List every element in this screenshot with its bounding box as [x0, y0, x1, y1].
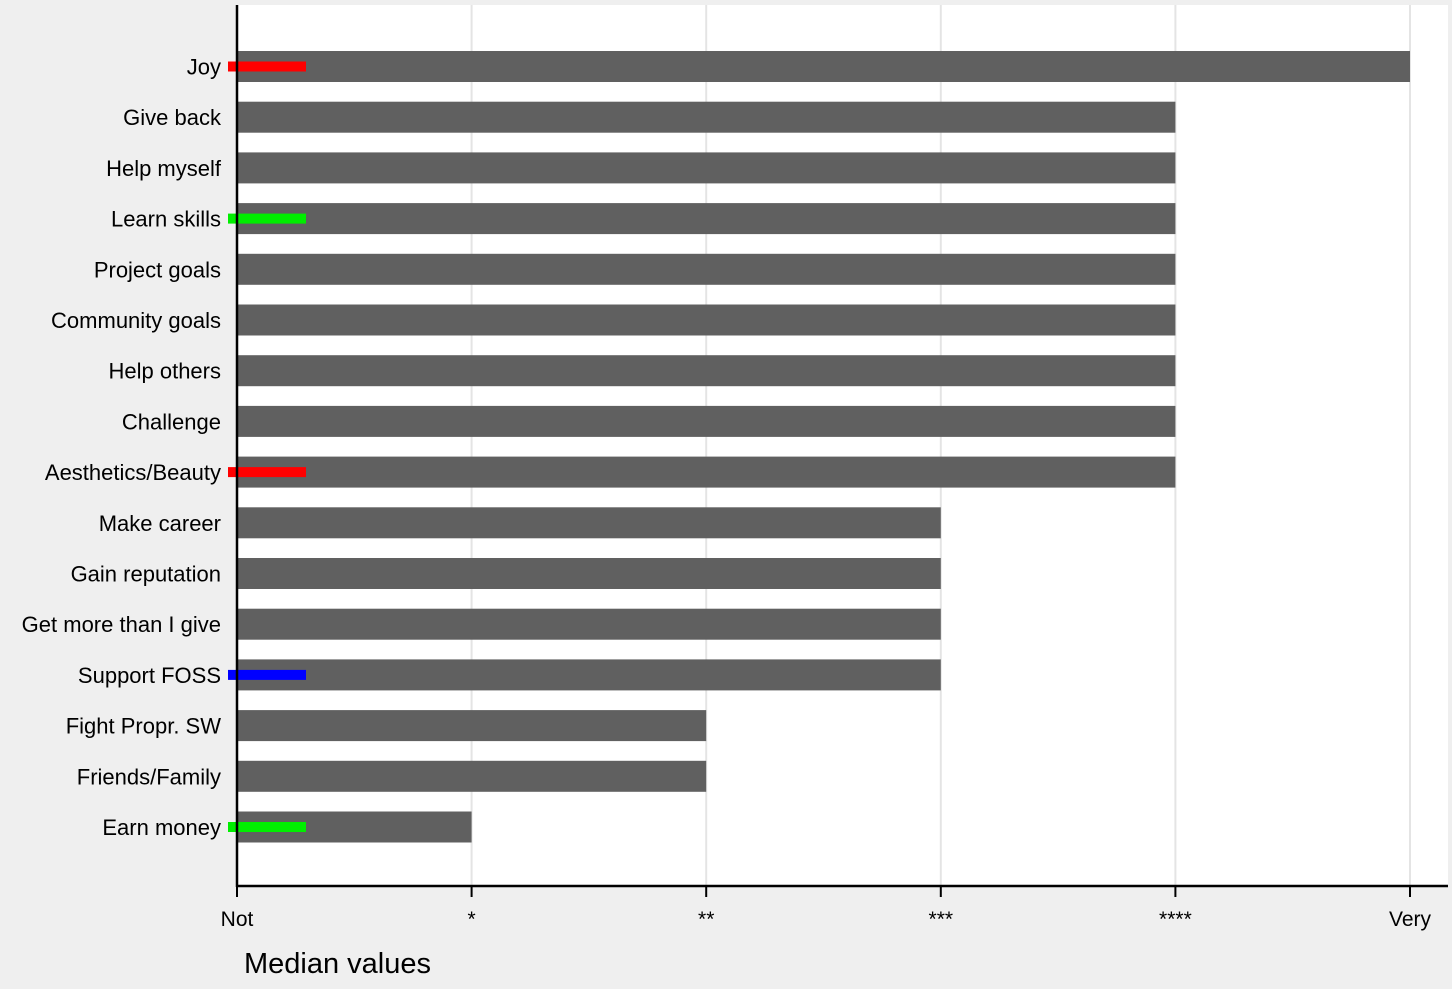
bar [237, 659, 941, 691]
y-category-label: Help myself [106, 156, 222, 181]
y-category-label: Fight Propr. SW [66, 714, 222, 739]
y-category-label: Learn skills [111, 207, 221, 232]
category-marker [228, 669, 306, 680]
x-tick-label: * [468, 908, 476, 931]
y-category-label: Friends/Family [77, 764, 221, 789]
y-category-label: Gain reputation [71, 562, 221, 587]
y-category-label: Help others [108, 359, 221, 384]
y-category-label: Make career [99, 511, 221, 536]
category-marker [228, 61, 306, 72]
y-category-label: Joy [187, 55, 221, 80]
bar [237, 507, 941, 539]
x-tick-label: Not [221, 908, 254, 931]
bar [237, 152, 1176, 184]
y-category-label: Earn money [102, 815, 221, 840]
bar [237, 456, 1176, 488]
category-marker [228, 467, 306, 478]
y-category-label: Project goals [94, 257, 221, 282]
y-category-label: Challenge [122, 409, 221, 434]
category-marker [228, 822, 306, 832]
category-marker [228, 213, 306, 224]
bar [237, 405, 1176, 437]
y-category-label: Community goals [51, 308, 221, 333]
y-category-label: Give back [123, 105, 222, 130]
bar [237, 253, 1176, 285]
y-category-label: Support FOSS [78, 663, 221, 688]
bar [237, 101, 1176, 133]
bar [237, 203, 1176, 235]
bar [237, 710, 707, 742]
x-tick-label: Very [1389, 908, 1432, 931]
bar [237, 558, 941, 589]
x-tick-label: **** [1159, 908, 1192, 931]
x-axis-title: Median values [244, 948, 431, 980]
plot-area [237, 5, 1448, 886]
bar [237, 760, 707, 792]
y-category-label: Aesthetics/Beauty [45, 460, 221, 485]
x-tick-label: ** [698, 908, 714, 931]
bar [237, 51, 1410, 82]
bar [237, 608, 941, 640]
x-tick-label: *** [929, 908, 954, 931]
bar [237, 304, 1176, 336]
y-category-label: Get more than I give [22, 612, 221, 637]
bar [237, 355, 1176, 387]
